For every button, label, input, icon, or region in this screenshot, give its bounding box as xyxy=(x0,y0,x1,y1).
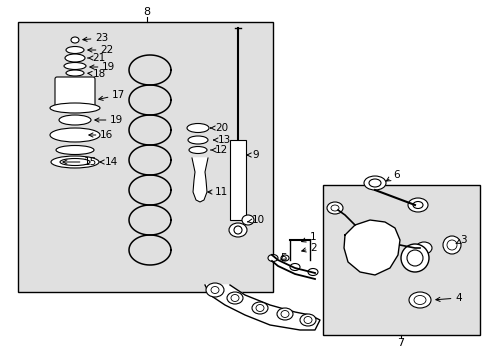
Text: 21: 21 xyxy=(88,53,105,63)
Polygon shape xyxy=(204,285,319,330)
Ellipse shape xyxy=(71,37,79,43)
Ellipse shape xyxy=(65,54,85,62)
Ellipse shape xyxy=(50,128,100,142)
Text: 12: 12 xyxy=(210,145,228,155)
Ellipse shape xyxy=(368,179,380,187)
Text: 7: 7 xyxy=(397,338,404,348)
Text: 8: 8 xyxy=(143,7,150,17)
Text: 19: 19 xyxy=(90,62,115,72)
Ellipse shape xyxy=(407,198,427,212)
Ellipse shape xyxy=(330,205,338,211)
Ellipse shape xyxy=(406,250,422,266)
Text: 15: 15 xyxy=(63,157,97,167)
Text: 20: 20 xyxy=(210,123,228,133)
Ellipse shape xyxy=(205,283,224,297)
Text: 16: 16 xyxy=(89,130,113,140)
Text: 11: 11 xyxy=(207,187,228,197)
Text: 6: 6 xyxy=(386,170,399,181)
Ellipse shape xyxy=(408,292,430,308)
Ellipse shape xyxy=(413,296,425,305)
Ellipse shape xyxy=(412,202,422,208)
Text: 13: 13 xyxy=(213,135,231,145)
Text: 17: 17 xyxy=(99,90,125,100)
Ellipse shape xyxy=(289,264,299,270)
Bar xyxy=(18,22,272,292)
Bar xyxy=(323,185,479,335)
Ellipse shape xyxy=(326,202,342,214)
Polygon shape xyxy=(192,158,207,202)
Bar xyxy=(229,140,245,220)
Ellipse shape xyxy=(299,314,315,326)
Text: 1: 1 xyxy=(301,232,316,242)
Ellipse shape xyxy=(56,145,94,154)
Ellipse shape xyxy=(50,103,100,113)
Ellipse shape xyxy=(281,310,288,318)
Ellipse shape xyxy=(226,292,243,304)
Ellipse shape xyxy=(186,123,208,132)
Text: 9: 9 xyxy=(246,150,258,160)
Ellipse shape xyxy=(251,302,267,314)
Text: 2: 2 xyxy=(301,243,316,253)
Text: 10: 10 xyxy=(247,215,264,225)
Ellipse shape xyxy=(228,223,246,237)
Ellipse shape xyxy=(242,215,253,225)
Text: 19: 19 xyxy=(95,115,123,125)
Ellipse shape xyxy=(363,176,385,190)
Polygon shape xyxy=(343,220,399,275)
Ellipse shape xyxy=(230,294,239,302)
Text: 3: 3 xyxy=(455,235,466,245)
Ellipse shape xyxy=(66,46,84,54)
Ellipse shape xyxy=(267,255,278,261)
Text: 22: 22 xyxy=(88,45,113,55)
Text: 23: 23 xyxy=(82,33,108,43)
Ellipse shape xyxy=(187,136,207,144)
Ellipse shape xyxy=(415,242,431,254)
Ellipse shape xyxy=(307,269,317,275)
Ellipse shape xyxy=(234,226,242,234)
Text: 18: 18 xyxy=(88,69,106,79)
Ellipse shape xyxy=(442,236,460,254)
Ellipse shape xyxy=(256,305,264,311)
Text: 5: 5 xyxy=(280,253,286,263)
Ellipse shape xyxy=(51,156,99,168)
Ellipse shape xyxy=(281,255,288,261)
Ellipse shape xyxy=(446,240,456,250)
Ellipse shape xyxy=(276,308,292,320)
Ellipse shape xyxy=(210,287,219,293)
Text: 14: 14 xyxy=(100,157,118,167)
Ellipse shape xyxy=(64,63,86,69)
Text: 4: 4 xyxy=(435,293,461,303)
Ellipse shape xyxy=(400,244,428,272)
Ellipse shape xyxy=(304,316,311,324)
FancyBboxPatch shape xyxy=(55,77,95,109)
Ellipse shape xyxy=(189,147,206,153)
Ellipse shape xyxy=(66,70,84,76)
Ellipse shape xyxy=(60,158,90,166)
Ellipse shape xyxy=(59,115,91,125)
